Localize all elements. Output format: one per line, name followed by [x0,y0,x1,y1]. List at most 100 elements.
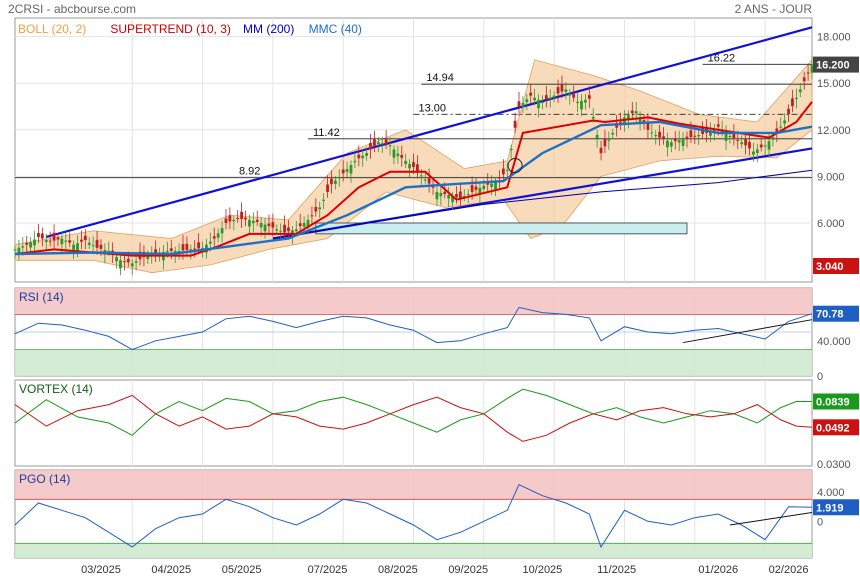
candle-body [17,247,21,255]
pgo-line [14,484,813,549]
candle-body [732,132,736,139]
rsi-current-value: 70.78 [816,309,844,321]
candle-body [314,206,318,212]
candle-body [341,169,345,174]
legend-entry: SUPERTREND (10, 3) [110,22,230,36]
candle-body [37,233,40,237]
candle-body [310,215,314,217]
candle-body [60,238,64,245]
candle-body [302,222,306,227]
candle-body [275,229,279,231]
candle-body [87,242,91,245]
candle-body [40,233,44,239]
pgo-oversold-zone [15,543,812,558]
candle-body [68,240,72,243]
x-tick-label: 08/2025 [378,564,418,576]
candle-body [197,242,201,249]
candle-body [498,177,501,179]
candle-body [154,249,158,255]
x-tick-label: 09/2025 [448,564,488,576]
candle-body [568,93,572,96]
x-tick-label: 05/2025 [222,564,262,576]
candle-body [810,64,814,73]
candle-body [775,128,779,133]
candle-body [556,87,560,94]
candle-body [709,130,712,136]
x-tick-label: 03/2025 [81,564,121,576]
candle-body [216,233,220,238]
chart-period: 2 ANS - JOUR [735,2,813,16]
candle-body [669,142,673,147]
candle-body [447,195,451,199]
candle-body [267,223,271,227]
candle-body [759,144,763,148]
candle-body [744,139,747,146]
candle-body [783,120,787,124]
candle-body [662,136,665,140]
rsi-overbought-zone [15,288,812,315]
candle-body [259,222,263,228]
price-y-tick: 9.000 [817,171,845,183]
candle-body [689,130,693,138]
candle-body [306,219,310,228]
candle-body [630,110,634,114]
candle-body [517,101,521,107]
candle-body [677,140,681,143]
candle-body [384,139,388,145]
volume-tag [813,258,859,274]
candle-body [779,126,783,128]
candle-body [681,139,685,146]
vortex-minus-line [14,394,813,442]
candle-body [224,218,228,223]
pgo-current-tag [813,499,859,516]
vortex-y-tick: 0.0300 [817,459,851,471]
supertrend-line [14,101,813,257]
candle-body [99,244,103,249]
candle-body [513,120,517,128]
candle-body [333,180,337,184]
level-label: 14.94 [426,72,454,84]
candle-body [423,179,427,181]
candle-body [283,224,286,233]
candle-body [130,263,134,267]
candle-body [185,243,189,250]
candle-body [431,186,435,188]
rsi-y-tick: 0 [817,371,823,383]
candle-body [33,239,36,246]
candle-body [763,145,767,147]
candle-body [290,230,294,236]
candle-body [330,178,333,185]
candle-body [658,131,662,138]
candle-body [361,155,365,159]
candle-body [439,192,443,197]
candle-body [298,223,302,227]
candle-body [751,151,755,155]
candle-body [72,244,76,250]
candle-body [388,145,392,147]
candle-body [611,132,615,135]
vortex-minus-tag [813,419,859,436]
candle-body [525,99,529,103]
level-label: 16.22 [708,52,736,64]
pgo-trendline [729,512,813,526]
candle-body [400,154,404,158]
candle-body [349,165,353,174]
x-tick-label: 11/2025 [597,564,636,576]
candle-body [240,211,243,219]
candle-body [76,243,79,251]
candle-body [353,160,357,163]
x-tick-label: 04/2025 [151,564,191,576]
candle-body [416,164,419,172]
candle-body [193,248,197,250]
candle-body [64,240,68,242]
candle-body [56,237,60,240]
candle-body [376,142,380,145]
candle-body [580,100,583,110]
candle-body [724,132,728,141]
candle-body [603,138,607,147]
candle-body [52,232,56,241]
candle-body [126,258,130,263]
candle-body [712,128,716,133]
candle-body [365,153,369,156]
candle-body [552,95,556,98]
